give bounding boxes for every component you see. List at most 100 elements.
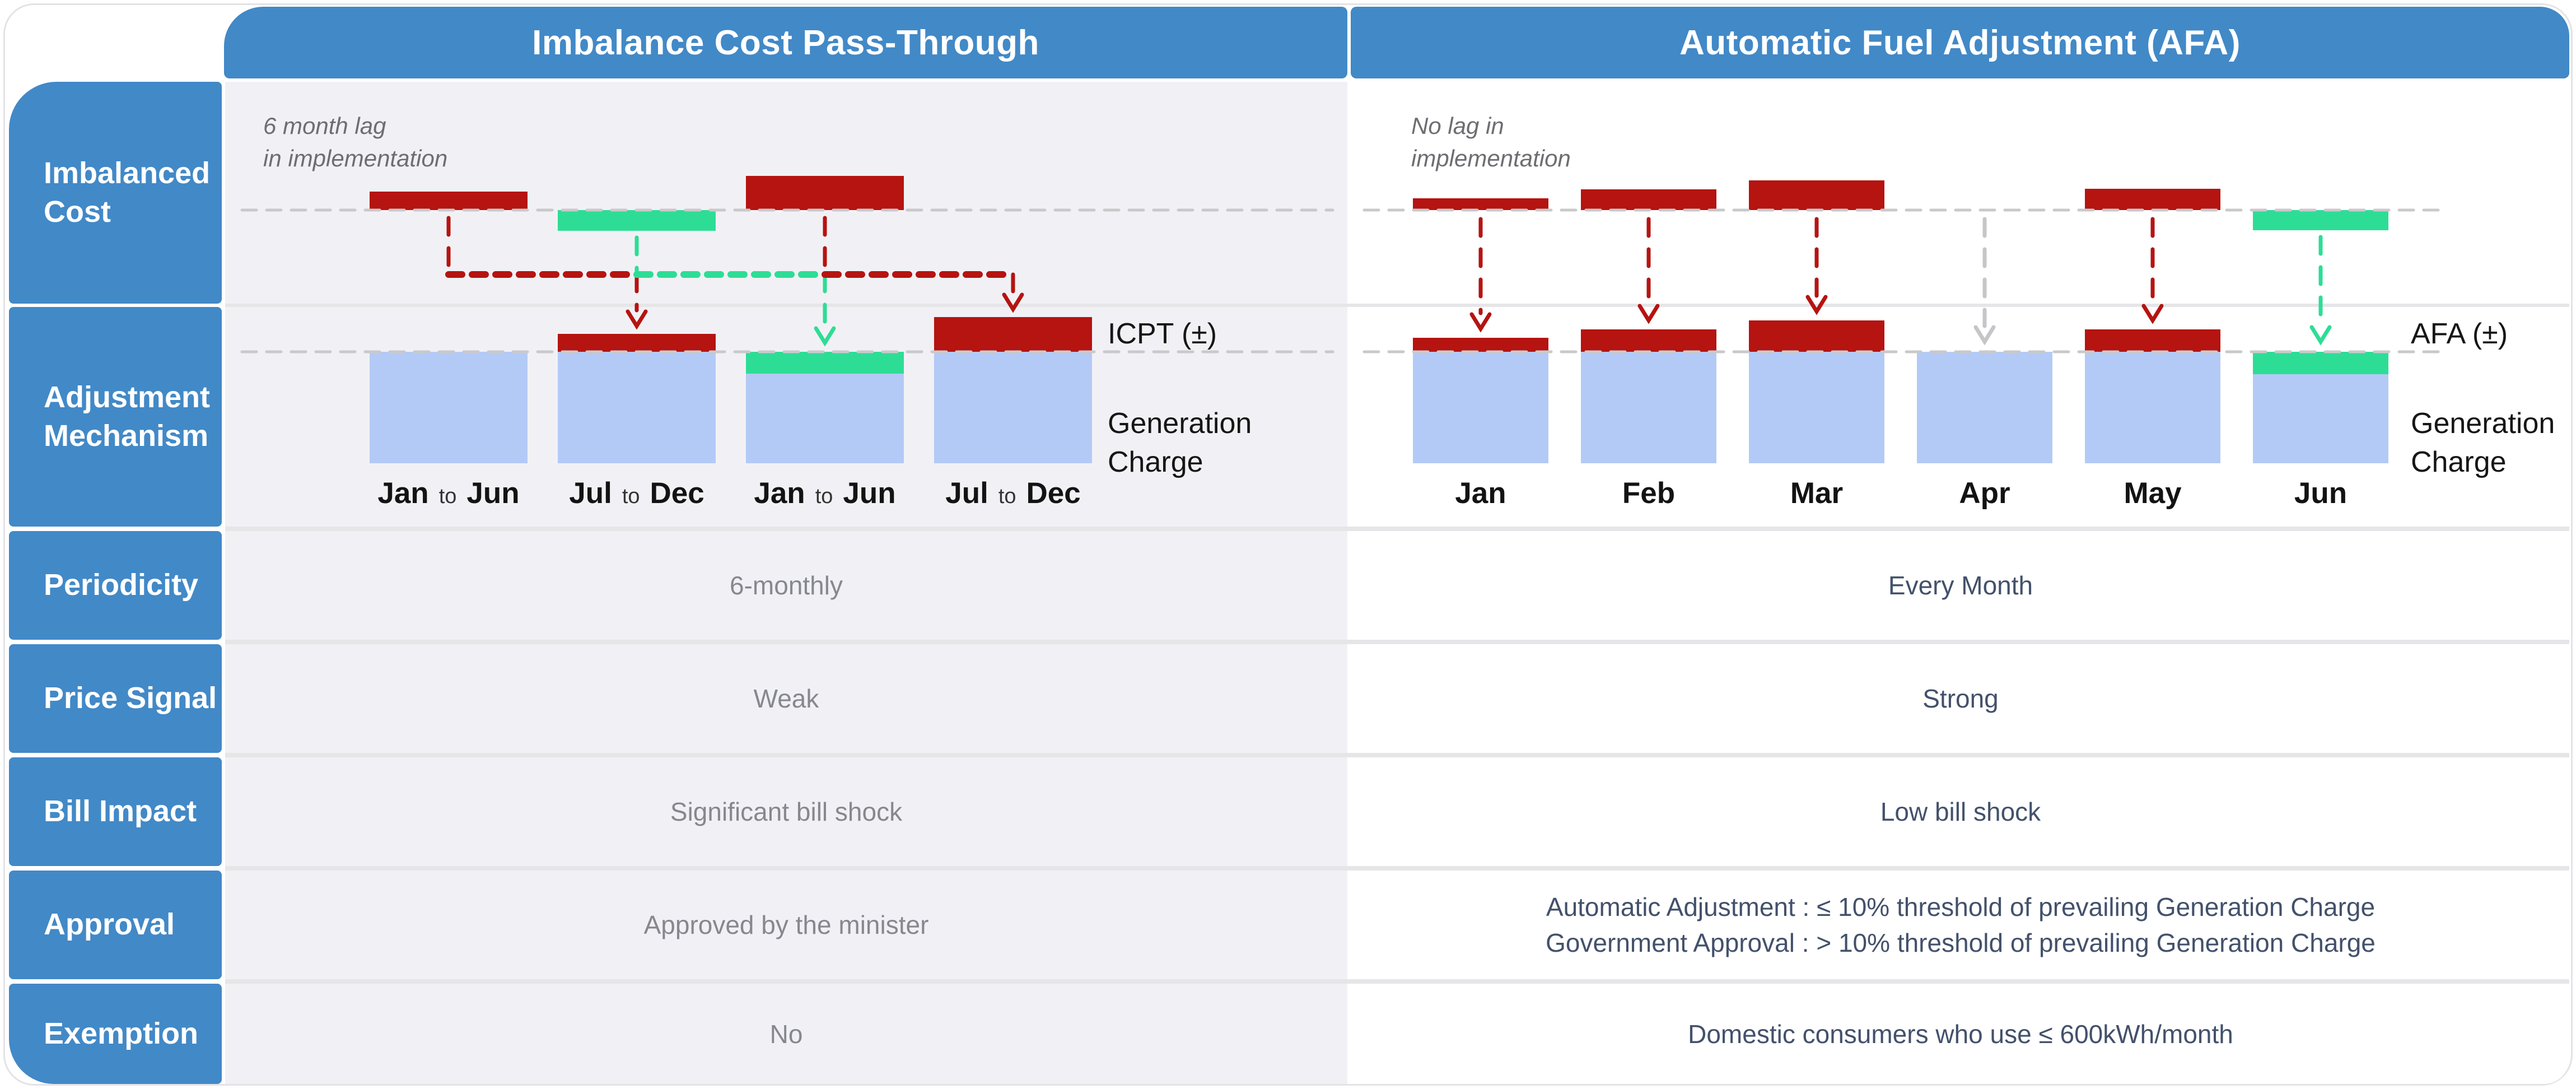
exemption-icpt-value: No: [769, 1019, 803, 1049]
imbalance-bar: [558, 210, 716, 231]
cell-bill-impact-icpt: Significant bill shock: [225, 757, 1347, 866]
month-label: May: [2069, 476, 2237, 510]
period-label: Jan to Jun: [353, 476, 544, 510]
sidebar-label-exemption: Exemption: [9, 984, 222, 1084]
cell-approval-icpt: Approved by the minister: [225, 871, 1347, 979]
column-header-afa: Automatic Fuel Adjustment (AFA): [1351, 7, 2569, 78]
arrowhead: [1637, 304, 1660, 324]
period-until: Jun: [843, 477, 896, 510]
row-divider: [225, 640, 2569, 644]
row-divider: [225, 979, 2569, 984]
month-name: Feb: [1622, 477, 1676, 510]
afa-lag-note: No lag in implementation: [1411, 113, 1571, 171]
cell-periodicity-icpt: 6-monthly: [225, 531, 1347, 640]
generation-charge-bar: [558, 352, 716, 463]
imbalance-bar: [1413, 198, 1548, 210]
period-label: Jul to Dec: [542, 476, 732, 510]
cell-exemption-afa: Domestic consumers who use ≤ 600kWh/mont…: [1352, 984, 2569, 1084]
month-label: Feb: [1565, 476, 1733, 510]
afa-adjustment-label: AFA (±): [2411, 318, 2508, 350]
period-until: Dec: [650, 477, 704, 510]
cell-exemption-icpt: No: [225, 984, 1347, 1084]
month-name: Mar: [1790, 477, 1844, 510]
arrowhead: [1002, 292, 1024, 313]
arrowhead: [814, 326, 836, 347]
rebate-cap: [746, 352, 904, 374]
period-from: Jul: [945, 477, 988, 510]
period-from: Jul: [569, 477, 612, 510]
cell-imbalanced-cost-afa: [1352, 82, 2569, 304]
generation-charge-bar: [1917, 352, 2052, 463]
period-to-word: to: [438, 485, 457, 508]
generation-charge-bar: [1749, 352, 1884, 463]
row-divider: [225, 527, 2569, 531]
generation-charge-bar: [934, 352, 1092, 463]
sidebar-label-imbalanced-cost: Imbalanced Cost: [9, 82, 222, 304]
imbalance-bar: [2253, 210, 2388, 230]
arrowhead: [2141, 304, 2164, 324]
price-signal-afa-value: Strong: [1922, 684, 1999, 713]
surcharge-cap: [934, 317, 1092, 352]
cell-periodicity-afa: Every Month: [1352, 531, 2569, 640]
generation-charge-bar: [1581, 352, 1716, 463]
approval-afa-value: Automatic Adjustment : ≤ 10% threshold o…: [1546, 892, 2376, 957]
row-divider: [225, 753, 2569, 757]
exemption-afa-value: Domestic consumers who use ≤ 600kWh/mont…: [1688, 1019, 2233, 1049]
surcharge-cap: [2085, 329, 2220, 352]
generation-charge-bar: [1413, 352, 1548, 463]
sidebar-label-bill-impact: Bill Impact: [9, 757, 222, 866]
imbalance-bar: [746, 176, 904, 210]
period-to-word: to: [815, 485, 833, 508]
sidebar-label-approval: Approval: [9, 871, 222, 979]
surcharge-cap: [1413, 338, 1548, 352]
surcharge-cap: [1749, 320, 1884, 352]
month-name: Apr: [1959, 477, 2010, 510]
generation-charge-bar: [2085, 352, 2220, 463]
month-label: Jan: [1397, 476, 1565, 510]
cell-bill-impact-afa: Low bill shock: [1352, 757, 2569, 866]
arrowhead: [1973, 325, 1996, 346]
month-label: Apr: [1901, 476, 2069, 510]
imbalance-bar: [2085, 189, 2220, 210]
sidebar-label-adjustment-mechanism: Adjustment Mechanism: [9, 307, 222, 527]
bill-impact-icpt-value: Significant bill shock: [670, 797, 903, 826]
month-label: Mar: [1733, 476, 1901, 510]
period-from: Jan: [754, 477, 805, 510]
icpt-lag-note: 6 month lag in implementation: [263, 113, 448, 171]
month-label: Jun: [2237, 476, 2405, 510]
period-label: Jan to Jun: [730, 476, 920, 510]
period-until: Jun: [466, 477, 520, 510]
periodicity-icpt-value: 6-monthly: [730, 571, 843, 600]
icpt-adjustment-label: ICPT (±): [1108, 318, 1217, 350]
arrowhead: [626, 309, 648, 330]
afa-generation-charge-label: Generation Charge: [2411, 407, 2555, 478]
period-until: Dec: [1026, 477, 1081, 510]
price-signal-icpt-value: Weak: [753, 684, 819, 713]
period-to-word: to: [622, 485, 640, 508]
cell-price-signal-icpt: Weak: [225, 644, 1347, 753]
sidebar-label-periodicity: Periodicity: [9, 531, 222, 640]
period-from: Jan: [377, 477, 429, 510]
surcharge-cap: [558, 334, 716, 352]
approval-icpt-value: Approved by the minister: [643, 910, 929, 939]
arrowhead: [2309, 325, 2332, 346]
icpt-generation-charge-label: Generation Charge: [1108, 407, 1252, 478]
rebate-cap: [2253, 352, 2388, 374]
period-to-word: to: [998, 485, 1016, 508]
periodicity-afa-value: Every Month: [1888, 571, 2033, 600]
bill-impact-afa-value: Low bill shock: [1880, 797, 2041, 826]
row-divider: [225, 304, 2569, 307]
cell-approval-afa: Automatic Adjustment : ≤ 10% threshold o…: [1352, 871, 2569, 979]
imbalance-bar: [370, 192, 528, 210]
month-name: Jan: [1455, 477, 1506, 510]
surcharge-cap: [1581, 329, 1716, 352]
column-header-icpt: Imbalance Cost Pass-Through: [224, 7, 1347, 78]
generation-charge-bar: [370, 352, 528, 463]
month-name: May: [2124, 477, 2182, 510]
generation-charge-bar: [2253, 374, 2388, 463]
arrowhead: [1805, 295, 1828, 315]
imbalance-bar: [1581, 189, 1716, 210]
imbalance-bar: [1749, 180, 1884, 210]
month-name: Jun: [2294, 477, 2348, 510]
